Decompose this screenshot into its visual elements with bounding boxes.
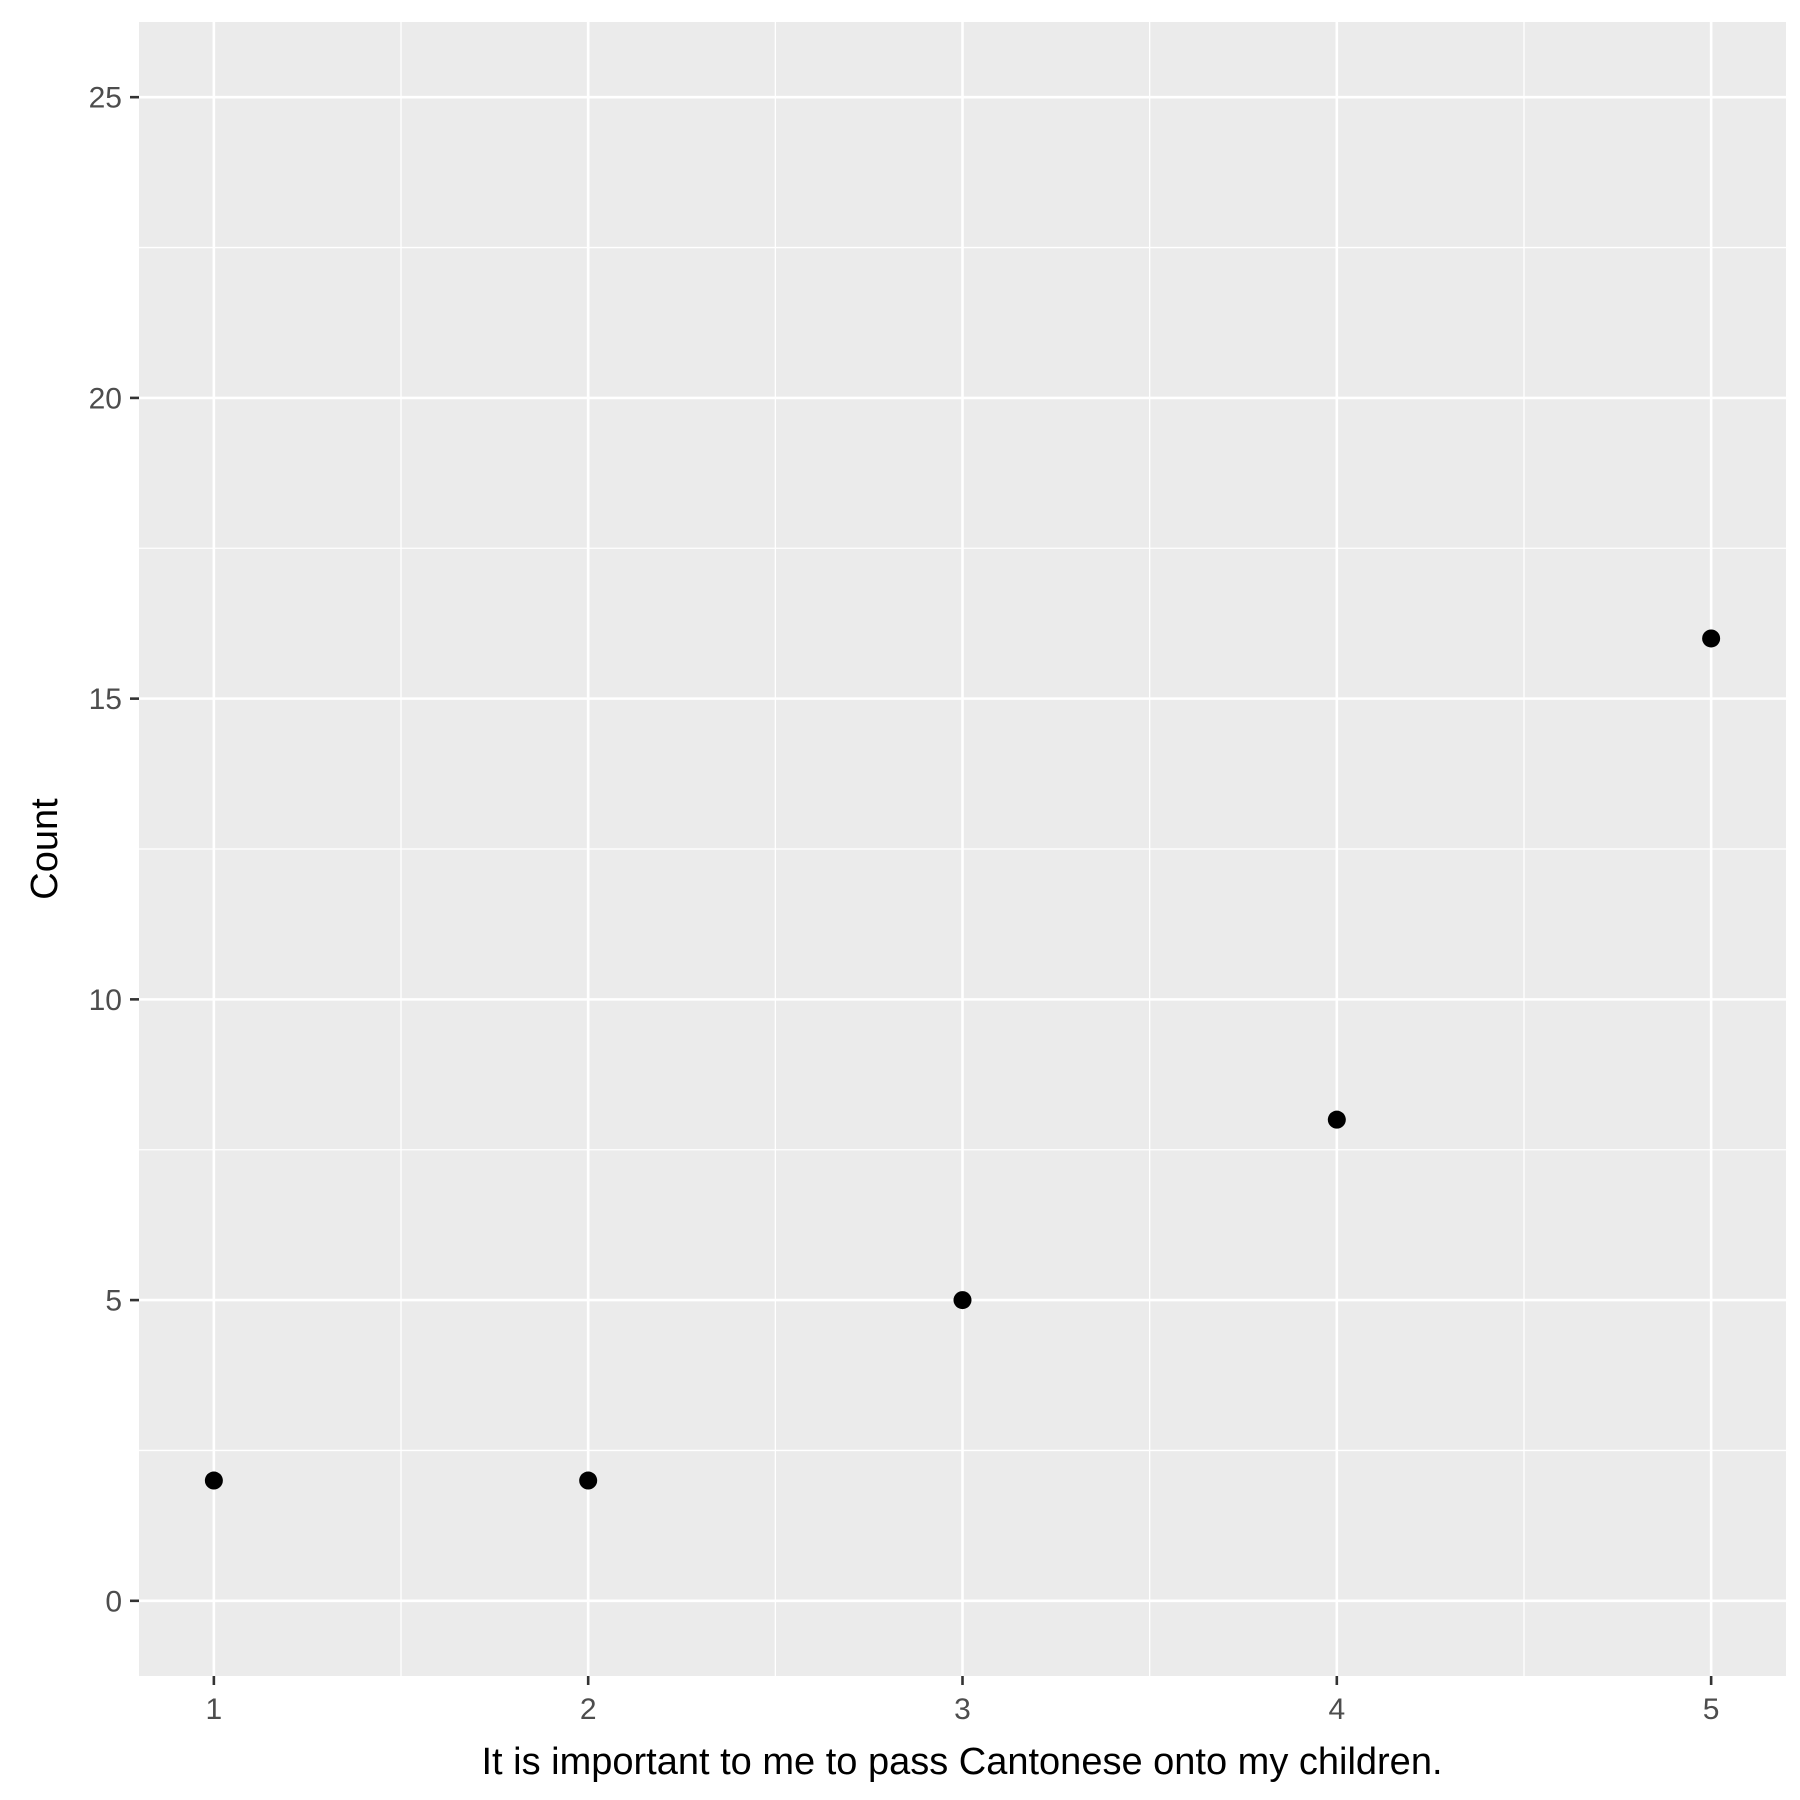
data-points [204, 629, 1721, 1490]
x-axis: 1 2 3 4 5 [206, 1676, 1720, 1726]
x-tick-label: 1 [206, 1693, 223, 1726]
y-tick-label: 10 [89, 984, 122, 1017]
y-tick-label: 25 [89, 82, 122, 115]
data-point [1327, 1110, 1346, 1129]
y-axis: 0 5 10 15 20 25 [89, 82, 139, 1618]
x-tick-label: 5 [1703, 1693, 1720, 1726]
y-tick-label: 15 [89, 683, 122, 716]
x-tick-label: 3 [954, 1693, 971, 1726]
y-tick-label: 5 [105, 1285, 122, 1318]
y-tick-label: 0 [105, 1585, 122, 1618]
x-tick-label: 4 [1328, 1693, 1345, 1726]
data-point [204, 1471, 223, 1490]
y-axis-title: Count [24, 798, 66, 900]
y-tick-label: 20 [89, 382, 122, 415]
data-point [579, 1471, 598, 1490]
x-axis-title: It is important to me to pass Cantonese … [481, 1741, 1442, 1783]
data-point [1702, 629, 1721, 648]
data-point [953, 1291, 972, 1310]
x-tick-label: 2 [580, 1693, 597, 1726]
